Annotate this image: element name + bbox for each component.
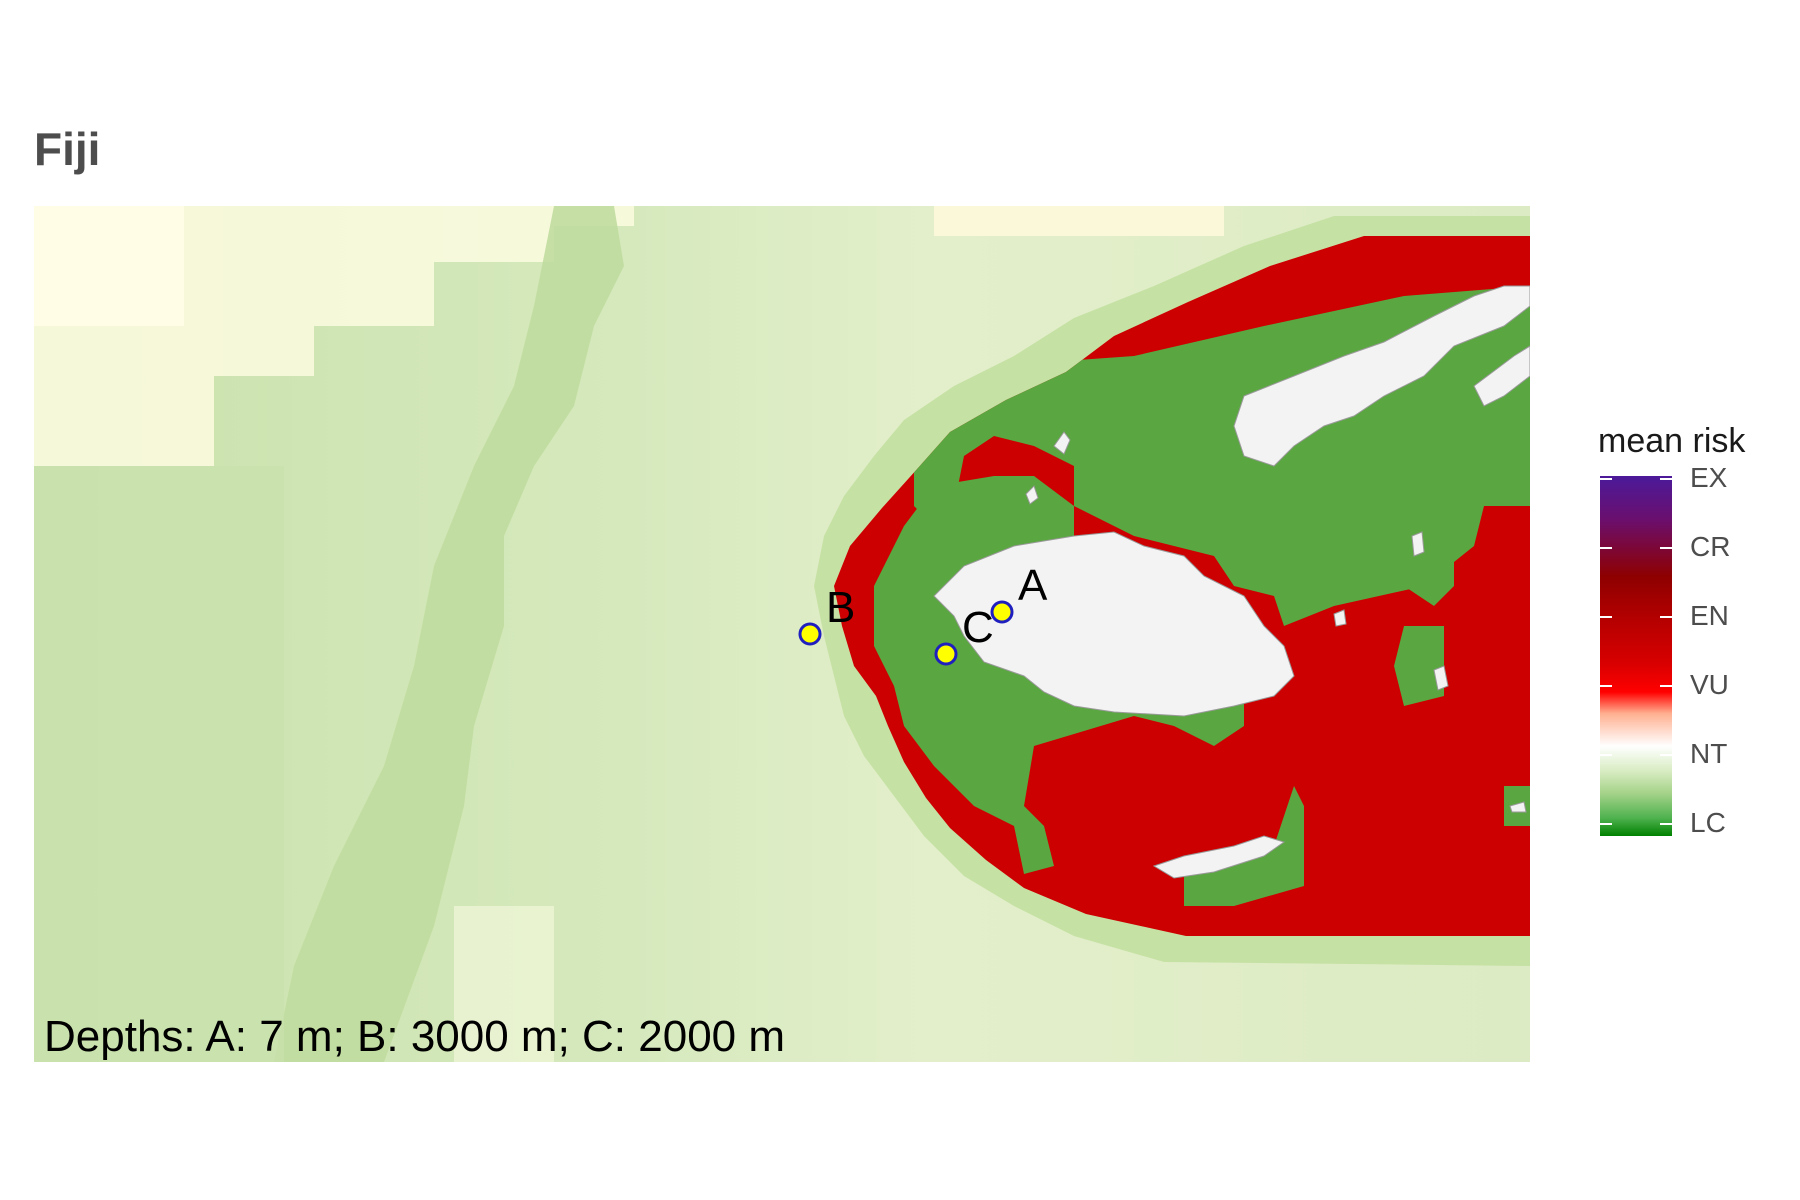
legend-label-lc: LC xyxy=(1690,807,1726,838)
map-title: Fiji xyxy=(34,123,101,175)
legend-label-ex: EX xyxy=(1690,462,1728,493)
site-marker-a: A xyxy=(990,561,1048,624)
site-a-label: A xyxy=(1018,561,1048,610)
legend-tick-nt xyxy=(1600,754,1672,756)
low-risk-reef-south xyxy=(1184,786,1304,906)
islet xyxy=(1509,801,1527,813)
ocean-pale-patch xyxy=(34,206,184,326)
kadavu-island xyxy=(1152,835,1286,879)
site-marker-c: C xyxy=(934,603,994,666)
site-a-point xyxy=(990,600,1014,624)
ocean-green-patch xyxy=(34,466,284,1062)
site-b-label: B xyxy=(826,583,855,632)
legend-tick-vu xyxy=(1600,685,1672,687)
site-b-point xyxy=(798,622,822,646)
legend-tick-lc xyxy=(1600,823,1672,825)
legend-label-en: EN xyxy=(1690,600,1729,631)
legend-label-nt: NT xyxy=(1690,738,1728,769)
ocean-pale-patch xyxy=(454,906,554,1062)
legend-label-cr: CR xyxy=(1690,531,1731,562)
depths-caption: Depths: A: 7 m; B: 3000 m; C: 2000 m xyxy=(44,1012,786,1061)
low-risk-reef-south xyxy=(974,766,1014,806)
ocean-pale-patch xyxy=(934,206,1224,236)
taveuni-island xyxy=(1473,345,1530,407)
site-c-label: C xyxy=(962,603,994,652)
site-c-point xyxy=(934,642,958,666)
viti-levu-island xyxy=(933,531,1295,717)
vanua-levu-island xyxy=(1233,285,1530,467)
site-marker-b: B xyxy=(798,583,855,646)
low-risk-reef-east xyxy=(1394,626,1444,706)
legend-colorbar xyxy=(1600,476,1672,836)
legend-title: mean risk xyxy=(1598,422,1746,460)
risk-map: A B C xyxy=(34,206,1530,1062)
legend-tick-cr xyxy=(1600,547,1672,549)
legend-tick-en xyxy=(1600,616,1672,618)
risk-legend: mean risk EX CR EN VU NT LC xyxy=(1598,422,1788,842)
risk-map-svg: A B C xyxy=(34,206,1530,1062)
legend-tick-ex xyxy=(1600,478,1672,480)
ocean-trench-band xyxy=(274,206,624,1062)
islet xyxy=(1025,485,1039,505)
legend-label-vu: VU xyxy=(1690,669,1729,700)
islet xyxy=(1333,609,1347,627)
islet xyxy=(1411,531,1425,557)
islet xyxy=(1053,431,1071,455)
islet xyxy=(1433,665,1449,691)
